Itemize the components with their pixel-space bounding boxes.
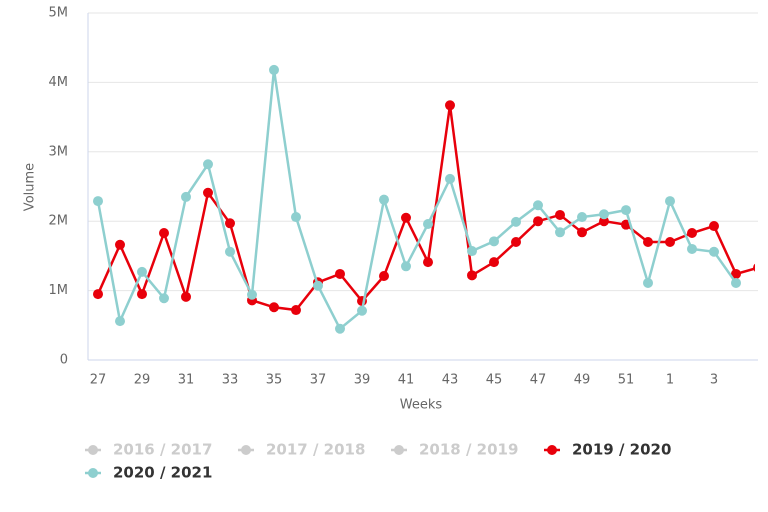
data-point [445, 100, 455, 111]
data-point [423, 257, 433, 268]
data-point [159, 293, 169, 304]
data-point [203, 187, 213, 198]
legend-item[interactable]: 2019 / 2020 [544, 441, 671, 459]
legend-marker [394, 445, 404, 455]
x-tick-label: 31 [178, 373, 195, 388]
data-point [137, 266, 147, 277]
data-point [665, 196, 675, 207]
data-point [115, 239, 125, 250]
data-point [467, 246, 477, 257]
data-point [467, 270, 477, 281]
y-tick-label: 3M [49, 144, 69, 159]
data-point [533, 216, 543, 227]
x-tick-label: 39 [354, 373, 371, 388]
data-point [181, 191, 191, 202]
data-point [291, 305, 301, 316]
legend-label: 2017 / 2018 [266, 441, 365, 459]
data-point [621, 205, 631, 216]
data-point [401, 261, 411, 272]
data-point [665, 237, 675, 248]
x-tick-label: 27 [90, 373, 107, 388]
data-point [709, 246, 719, 257]
x-tick-label: 47 [530, 373, 547, 388]
data-point [247, 289, 257, 300]
legend-item[interactable]: 2020 / 2021 [85, 464, 212, 482]
x-tick-label: 33 [222, 373, 239, 388]
y-tick-label: 5M [49, 6, 69, 21]
data-point [599, 216, 609, 227]
data-point [313, 280, 323, 291]
data-point [533, 200, 543, 211]
data-point [137, 289, 147, 300]
data-point [577, 227, 587, 238]
data-point [423, 218, 433, 229]
x-tick-label: 41 [398, 373, 415, 388]
x-axis-title: Weeks [400, 398, 443, 413]
legend-item[interactable]: 2017 / 2018 [238, 441, 365, 459]
data-point [159, 227, 169, 238]
data-point [643, 237, 653, 248]
x-tick-label: 1 [666, 373, 674, 388]
data-point [599, 209, 609, 220]
data-point [511, 216, 521, 227]
data-point [291, 212, 301, 223]
legend-marker [88, 468, 98, 478]
data-point [181, 291, 191, 302]
legend-marker [88, 445, 98, 455]
data-point [489, 257, 499, 268]
series-line [96, 105, 755, 312]
data-point [555, 227, 565, 238]
x-tick-label: 45 [486, 373, 503, 388]
x-tick-label: 43 [442, 373, 459, 388]
legend-label: 2020 / 2021 [113, 464, 212, 482]
y-axis-title: Volume [23, 163, 38, 211]
data-point [93, 289, 103, 300]
plot [93, 64, 755, 334]
data-point [555, 209, 565, 220]
x-tick-label: 3 [710, 373, 718, 388]
data-point [511, 237, 521, 248]
data-point [203, 159, 213, 170]
data-point [379, 194, 389, 205]
data-point [753, 263, 755, 272]
legend-item[interactable]: 2018 / 2019 [391, 441, 518, 459]
data-point [731, 277, 741, 288]
data-point [269, 302, 279, 313]
x-tick-label: 35 [266, 373, 283, 388]
legend-item[interactable]: 2016 / 2017 [85, 441, 212, 459]
series-line [96, 69, 738, 331]
legend-label: 2016 / 2017 [113, 441, 212, 459]
data-point [731, 268, 741, 279]
data-point [115, 316, 125, 327]
data-point [93, 196, 103, 207]
data-point [225, 246, 235, 257]
y-tick-label: 1M [49, 283, 69, 298]
data-point [445, 173, 455, 184]
data-point [687, 243, 697, 254]
data-point [335, 323, 345, 334]
data-point [643, 277, 653, 288]
data-point [269, 64, 279, 75]
data-point [577, 212, 587, 223]
data-point [357, 305, 367, 316]
data-point [489, 236, 499, 247]
x-tick-label: 29 [134, 373, 151, 388]
y-tick-label: 2M [49, 214, 69, 229]
data-point [379, 271, 389, 282]
legend-label: 2018 / 2019 [419, 441, 518, 459]
data-point [335, 268, 345, 279]
data-point [401, 212, 411, 223]
y-tick-label: 4M [49, 75, 69, 90]
y-tick-label: 0 [60, 353, 68, 368]
legend-marker [547, 445, 557, 455]
legend-label: 2019 / 2020 [572, 441, 671, 459]
data-point [225, 218, 235, 229]
legend-marker [241, 445, 251, 455]
data-point [687, 227, 697, 238]
x-tick-label: 49 [574, 373, 591, 388]
x-tick-label: 37 [310, 373, 327, 388]
data-point [709, 221, 719, 232]
x-tick-label: 51 [618, 373, 635, 388]
